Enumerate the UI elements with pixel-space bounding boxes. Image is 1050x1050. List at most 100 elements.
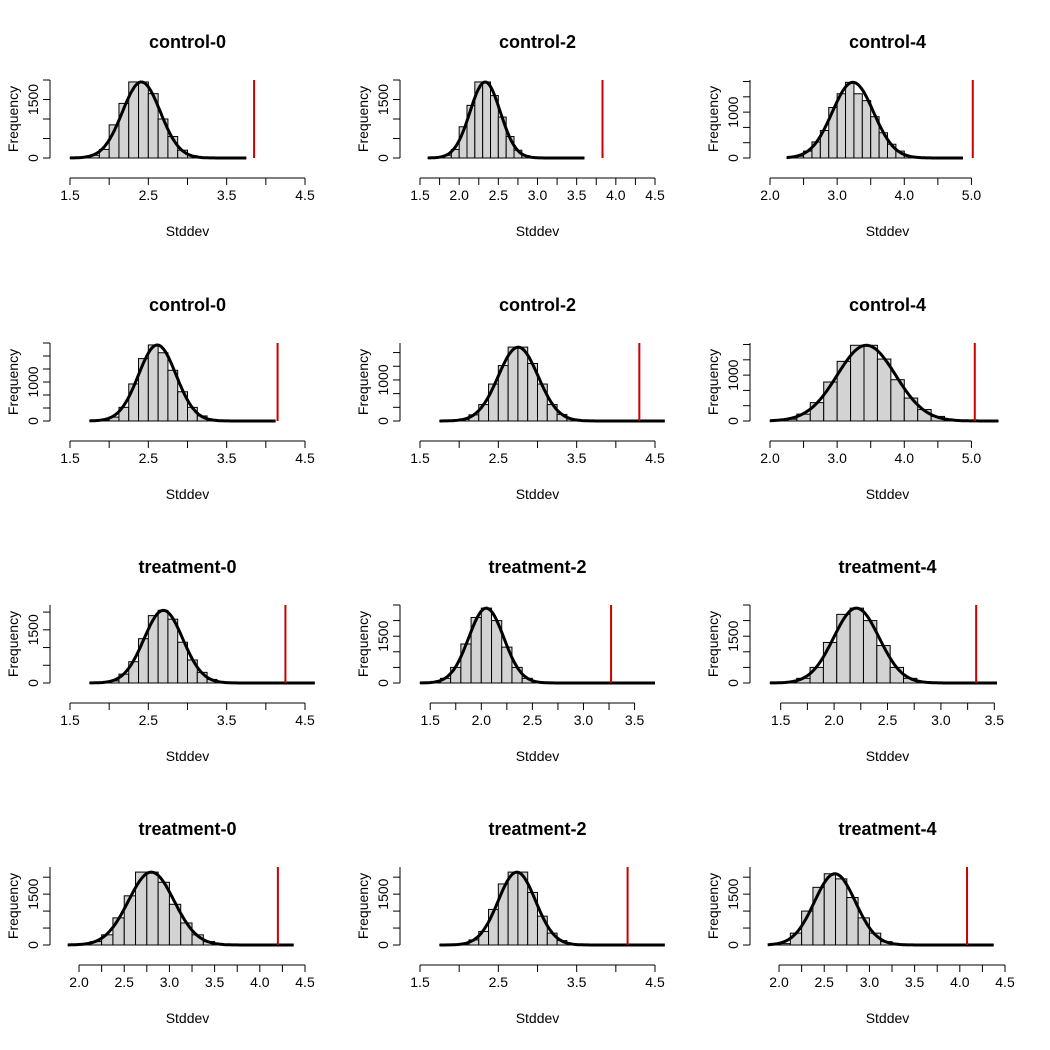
density-curve (70, 80, 247, 160)
x-axis-label: Stddev (866, 223, 910, 239)
histogram-bar (167, 618, 179, 684)
chart-panel: treatment-2 Frequency Stddev 1.5 2.0 2.5 3.0 3.… (355, 557, 655, 764)
density-curve (67, 870, 294, 947)
y-axis-label: Frequency (355, 349, 371, 415)
chart-panel: treatment-4 Frequency Stddev 1.5 2.0 2.5 3.0 3.… (705, 557, 1004, 764)
histogram-bar (845, 81, 855, 159)
x-tick-label: 3.0 (528, 187, 548, 203)
histogram-bar (857, 917, 870, 946)
y-axis-label: Frequency (5, 611, 21, 677)
x-tick-label: 2.0 (769, 974, 789, 990)
histogram-bar (876, 358, 892, 422)
histogram-bar (849, 607, 864, 684)
chart-title: control-4 (849, 295, 926, 315)
x-axis-label: Stddev (866, 748, 910, 764)
chart-title: treatment-4 (838, 557, 936, 577)
x-tick-label: 4.0 (250, 974, 270, 990)
x-tick-label: 4.0 (606, 187, 626, 203)
density-curve (439, 870, 665, 947)
density-curve (420, 606, 655, 685)
density-curve (427, 80, 585, 160)
x-tick-label: 3.0 (931, 712, 951, 728)
y-tick-label: 1000 (725, 96, 741, 127)
histogram-bar (112, 917, 125, 946)
density-curve (439, 345, 665, 423)
y-tick-label: 1500 (375, 84, 391, 115)
chart-title: control-0 (149, 32, 226, 52)
x-tick-label: 3.5 (625, 712, 645, 728)
x-axis-label: Stddev (166, 1010, 210, 1026)
chart-title: treatment-0 (138, 819, 236, 839)
x-axis-label: Stddev (866, 1010, 910, 1026)
x-tick-label: 2.5 (489, 974, 509, 990)
x-axis-label: Stddev (166, 486, 210, 502)
y-tick-label: 0 (725, 679, 741, 687)
chart-title: treatment-4 (838, 819, 936, 839)
x-tick-label: 4.5 (995, 974, 1015, 990)
chart-title: control-2 (499, 295, 576, 315)
chart-panel: control-0 Frequency Stddev 1.5 2.5 3.5 4.5 0 100… (5, 295, 315, 502)
x-tick-label: 2.5 (489, 450, 509, 466)
x-tick-label: 1.5 (410, 187, 430, 203)
x-tick-label: 3.5 (217, 712, 237, 728)
y-tick-label: 0 (375, 941, 391, 949)
y-tick-label: 0 (725, 417, 741, 425)
x-tick-label: 2.0 (472, 712, 492, 728)
y-tick-label: 1500 (725, 878, 741, 909)
histogram-bar (517, 346, 529, 422)
y-tick-label: 0 (725, 941, 741, 949)
x-tick-label: 2.5 (878, 712, 898, 728)
x-tick-label: 4.5 (645, 974, 665, 990)
x-tick-label: 4.5 (295, 712, 315, 728)
histogram-bar (822, 641, 838, 684)
x-tick-label: 3.0 (827, 187, 847, 203)
chart-panel: treatment-0 Frequency Stddev 1.5 2.5 3.5 4.5 0 1… (5, 557, 315, 764)
chart-title: control-4 (849, 32, 926, 52)
chart-panel: treatment-2 Frequency Stddev 1.5 2.5 3.5 4.5 0 1… (355, 819, 665, 1026)
y-tick-label: 0 (375, 679, 391, 687)
x-tick-label: 4.5 (295, 450, 315, 466)
y-tick-label: 0 (25, 941, 41, 949)
chart-title: treatment-2 (488, 819, 586, 839)
chart-title: control-0 (149, 295, 226, 315)
y-axis-label: Frequency (355, 611, 371, 677)
x-tick-label: 2.0 (824, 712, 844, 728)
x-tick-label: 1.5 (410, 450, 430, 466)
histogram-bar (835, 878, 848, 946)
x-tick-label: 3.5 (217, 450, 237, 466)
x-tick-label: 3.5 (905, 974, 925, 990)
histogram-bar (836, 93, 847, 159)
y-axis-label: Frequency (355, 873, 371, 939)
y-axis-label: Frequency (5, 86, 21, 152)
y-tick-label: 1500 (25, 84, 41, 115)
x-tick-label: 2.5 (489, 187, 509, 203)
x-tick-label: 1.5 (420, 712, 440, 728)
histogram-bar (861, 100, 872, 159)
x-tick-label: 2.5 (814, 974, 834, 990)
y-tick-label: 1500 (375, 620, 391, 651)
density-curve (769, 343, 999, 423)
histogram-bar (823, 873, 837, 946)
density-curve (786, 80, 963, 160)
x-tick-label: 3.5 (205, 974, 225, 990)
chart-panel: treatment-0 Frequency Stddev 2.0 2.5 3.0 3.5 4.… (5, 819, 315, 1026)
x-tick-label: 4.5 (645, 450, 665, 466)
histogram-bar (157, 609, 169, 684)
y-axis-label: Frequency (705, 349, 721, 415)
y-axis-label: Frequency (705, 86, 721, 152)
density-curve (89, 343, 276, 423)
x-tick-label: 1.5 (410, 974, 430, 990)
x-tick-label: 2.5 (139, 187, 159, 203)
x-tick-label: 2.0 (760, 450, 780, 466)
y-axis-label: Frequency (5, 349, 21, 415)
x-tick-label: 3.0 (160, 974, 180, 990)
y-axis-label: Frequency (5, 873, 21, 939)
x-tick-label: 3.5 (985, 712, 1005, 728)
histogram-bar (507, 871, 519, 946)
y-tick-label: 1000 (25, 366, 41, 397)
x-tick-label: 4.0 (950, 974, 970, 990)
y-tick-label: 1500 (375, 878, 391, 909)
y-tick-label: 1500 (25, 614, 41, 645)
y-tick-label: 0 (375, 417, 391, 425)
y-axis-label: Frequency (705, 873, 721, 939)
